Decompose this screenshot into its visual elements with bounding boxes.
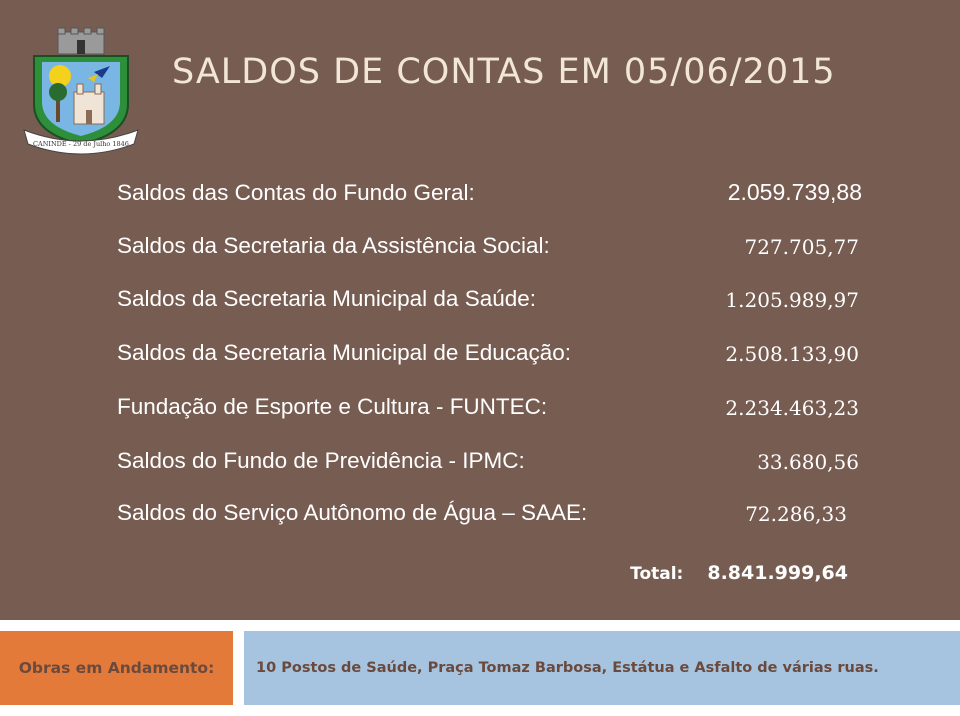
account-row: Saldos das Contas do Fundo Geral: 2.059.…: [117, 179, 877, 220]
municipal-crest-icon: CANINDÉ - 29 de Julho 1846: [23, 27, 139, 155]
works-in-progress-label-box: Obras em Andamento:: [0, 631, 233, 705]
account-label: Fundação de Esporte e Cultura - FUNTEC:: [117, 394, 548, 419]
account-value: 33.680,56: [757, 450, 859, 474]
account-value: 2.234.463,23: [725, 396, 859, 420]
svg-text:CANINDÉ - 29 de Julho 1846: CANINDÉ - 29 de Julho 1846: [33, 139, 129, 148]
account-label: Saldos das Contas do Fundo Geral:: [117, 180, 475, 205]
account-row: Saldos da Secretaria da Assistência Soci…: [117, 233, 877, 273]
account-value: 727.705,77: [744, 235, 859, 259]
works-in-progress-details: 10 Postos de Saúde, Praça Tomaz Barbosa,…: [256, 660, 879, 676]
page-title: SALDOS DE CONTAS EM 05/06/2015: [172, 52, 836, 92]
account-value: 2.508.133,90: [725, 342, 859, 366]
works-in-progress-label: Obras em Andamento:: [18, 659, 215, 677]
account-value: 1.205.989,97: [725, 288, 859, 312]
slide: CANINDÉ - 29 de Julho 1846 SALDOS DE CON…: [0, 0, 960, 620]
account-value: 72.286,33: [745, 502, 847, 526]
total-line: Total: 8.841.999,64: [630, 562, 848, 584]
account-label: Saldos da Secretaria Municipal de Educaç…: [117, 340, 572, 365]
account-row: Saldos da Secretaria Municipal da Saúde:…: [117, 286, 877, 326]
account-row: Saldos do Fundo de Previdência - IPMC: 3…: [117, 448, 877, 488]
account-row: Fundação de Esporte e Cultura - FUNTEC: …: [117, 394, 877, 434]
account-row: Saldos da Secretaria Municipal de Educaç…: [117, 340, 877, 380]
account-value: 2.059.739,88: [727, 179, 862, 205]
account-label: Saldos do Fundo de Previdência - IPMC:: [117, 448, 525, 473]
total-label: Total:: [630, 564, 684, 584]
works-in-progress-details-box: 10 Postos de Saúde, Praça Tomaz Barbosa,…: [244, 631, 960, 705]
account-label: Saldos da Secretaria da Assistência Soci…: [117, 233, 550, 258]
account-label: Saldos da Secretaria Municipal da Saúde:: [117, 286, 537, 311]
total-value: 8.841.999,64: [707, 562, 848, 584]
account-row: Saldos do Serviço Autônomo de Água – SAA…: [117, 500, 877, 540]
account-label: Saldos do Serviço Autônomo de Água – SAA…: [117, 500, 588, 525]
